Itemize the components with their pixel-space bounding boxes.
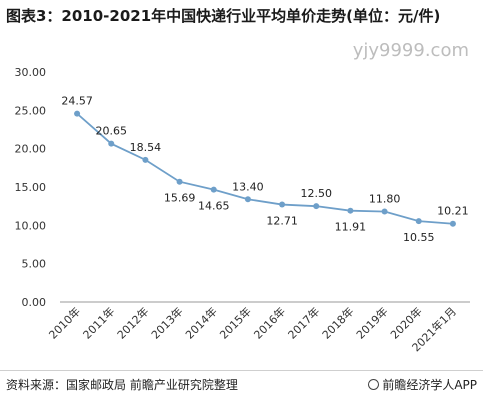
data-points <box>74 110 456 227</box>
y-tick-label: 10.00 <box>15 219 47 232</box>
data-label: 14.65 <box>198 200 230 213</box>
data-point <box>74 110 81 117</box>
data-point <box>244 196 251 203</box>
x-tick-label: 2019年 <box>353 304 390 341</box>
data-label: 11.91 <box>335 221 367 234</box>
credit-text: 前瞻经济学人APP <box>382 378 477 392</box>
x-axis: 2010年2011年2012年2013年2014年2015年2016年2017年… <box>46 301 470 354</box>
data-label: 11.80 <box>369 193 401 206</box>
y-tick-label: 30.00 <box>15 66 47 79</box>
y-tick-label: 20.00 <box>15 143 47 156</box>
y-tick-label: 5.00 <box>22 258 47 271</box>
x-tick-label: 2015年 <box>217 304 254 341</box>
y-axis: 0.00 5.00 10.00 15.00 20.00 25.00 30.00 <box>15 66 47 309</box>
chart-title: 图表3：2010-2021年中国快递行业平均单价走势(单位：元/件) <box>6 7 441 25</box>
data-point <box>313 203 320 210</box>
data-label: 15.69 <box>164 192 196 205</box>
logo-icon <box>368 379 380 390</box>
data-label: 12.50 <box>301 187 333 200</box>
series-polyline <box>76 112 453 225</box>
data-label: 18.54 <box>130 141 162 154</box>
x-tick-label: 2018年 <box>319 304 356 341</box>
x-tick-label: 2013年 <box>148 304 185 341</box>
y-tick-label: 0.00 <box>22 296 47 309</box>
data-point <box>449 220 456 227</box>
data-point <box>279 201 286 208</box>
data-label: 10.21 <box>437 205 469 218</box>
y-tick-label: 25.00 <box>15 104 47 117</box>
data-label: 24.57 <box>61 95 93 108</box>
series-line <box>76 112 453 225</box>
x-tick-label: 2011年 <box>80 304 117 341</box>
source-note: 资料来源：国家邮政局 前瞻产业研究院整理 <box>6 378 238 392</box>
x-tick-label: 2010年 <box>46 304 83 341</box>
x-tick-label: 2012年 <box>114 304 151 341</box>
data-label: 20.65 <box>96 125 128 138</box>
data-point <box>415 218 422 225</box>
data-label: 12.71 <box>266 215 298 228</box>
data-label: 13.40 <box>232 180 264 193</box>
footer-divider <box>0 370 483 371</box>
data-point <box>381 208 388 215</box>
data-point <box>210 186 217 193</box>
data-point <box>142 156 149 163</box>
watermark: yjy9999.com <box>352 40 469 61</box>
data-point <box>176 178 183 185</box>
x-tick-label: 2017年 <box>285 304 322 341</box>
data-point <box>108 140 115 147</box>
x-tick-label: 2014年 <box>182 304 219 341</box>
data-label: 10.55 <box>403 231 435 244</box>
credit: 前瞻经济学人APP <box>368 376 477 393</box>
x-tick-label: 2016年 <box>251 304 288 341</box>
data-point <box>347 207 354 214</box>
y-tick-label: 15.00 <box>15 181 47 194</box>
